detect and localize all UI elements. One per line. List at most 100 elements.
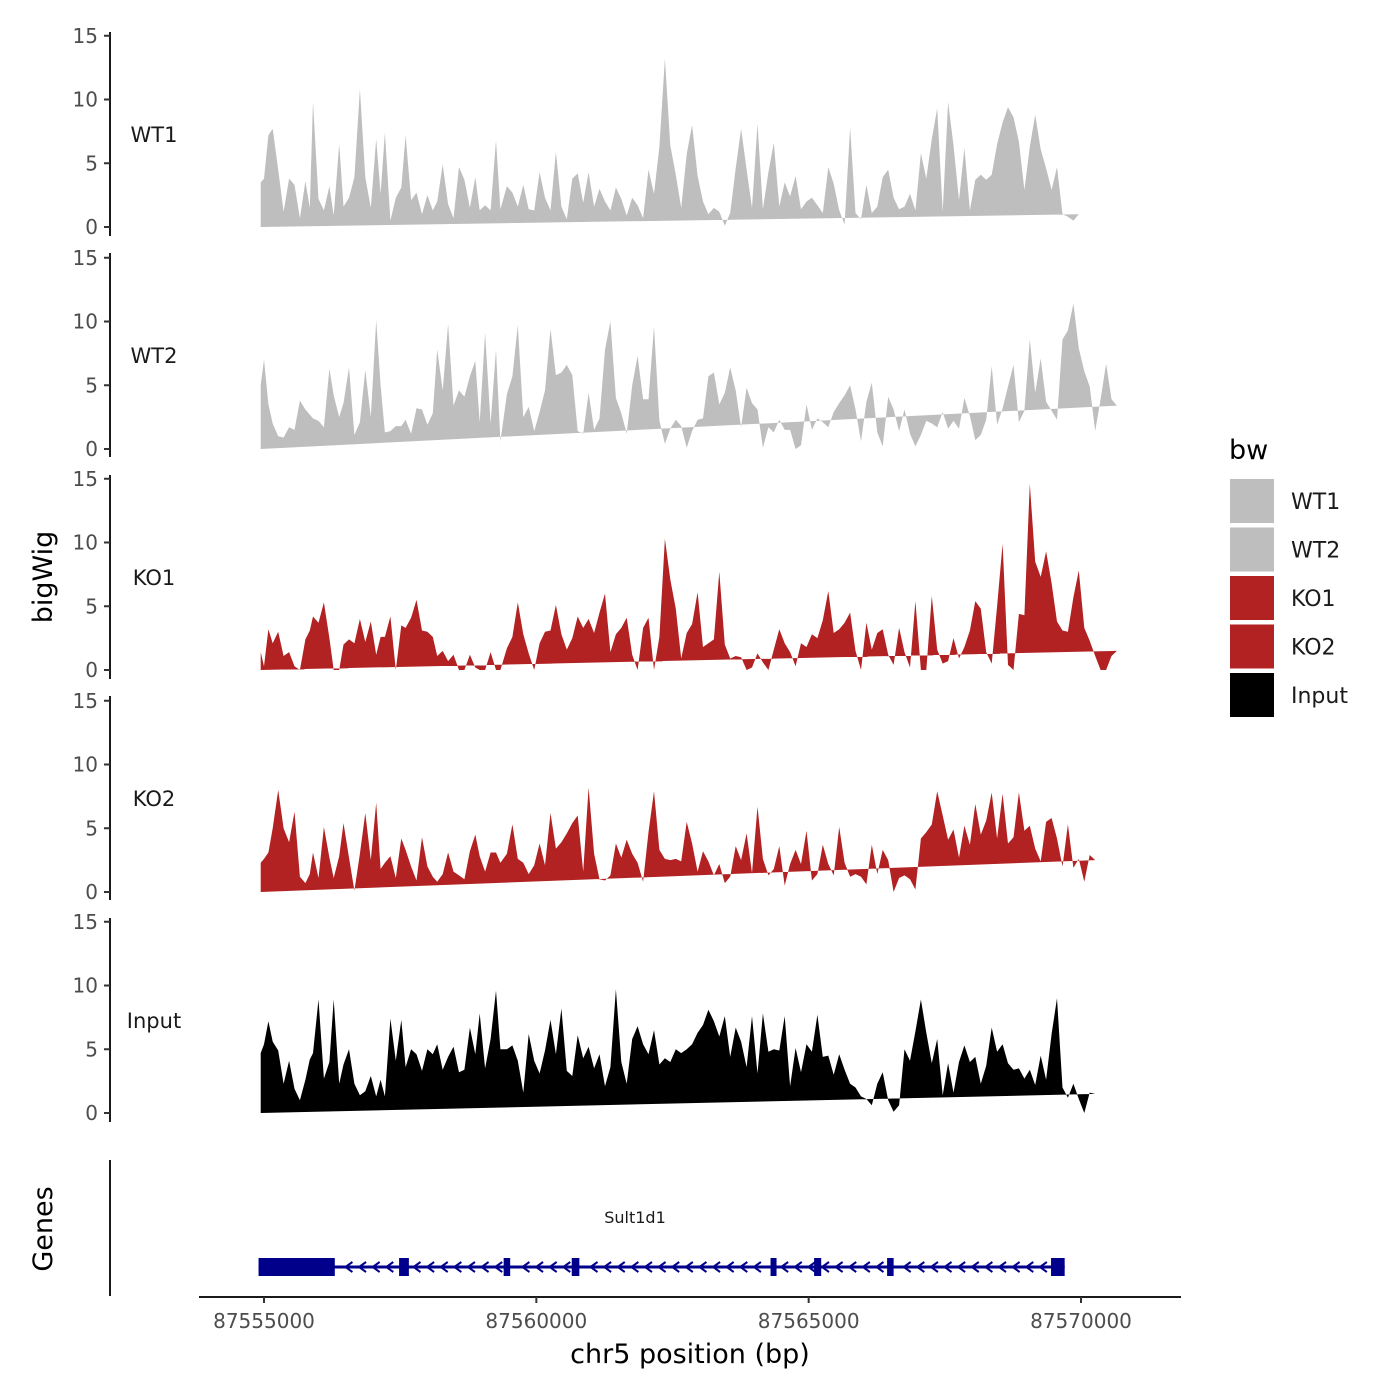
strand-arrow [970, 1261, 980, 1273]
strand-arrow [997, 1261, 1007, 1273]
y-ticks-ko1: 0 5 10 15 [73, 467, 110, 682]
y-axis-title: bigWig [28, 531, 59, 624]
track-panel-ko1: KO1 0 5 10 15 [73, 467, 1117, 682]
strand-arrow [493, 1261, 503, 1273]
strand-arrow [656, 1261, 667, 1273]
legend-swatch-wt1 [1230, 479, 1274, 523]
y-ticks-ko2: 0 5 10 15 [73, 689, 110, 904]
coverage-area-ko1 [260, 483, 1117, 670]
y-tick-label: 10 [73, 531, 98, 555]
legend-label-ko1: KO1 [1291, 587, 1336, 612]
legend-swatch-input [1230, 673, 1274, 717]
legend-label-ko2: KO2 [1291, 636, 1336, 661]
strand-arrow [738, 1261, 748, 1273]
gene-exon [258, 1258, 335, 1276]
gene-track-panel: Genes Sult1d1 [28, 1160, 1065, 1296]
strand-arrow [588, 1261, 599, 1273]
y-tick-label: 10 [73, 974, 98, 998]
y-tick-label: 15 [73, 467, 98, 491]
x-axis-ticks: 87555000 87560000 87565000 87570000 [213, 1297, 1132, 1333]
legend-swatch-ko1 [1230, 576, 1274, 620]
genes-axis-title: Genes [28, 1186, 59, 1271]
coverage-area-wt1 [260, 58, 1079, 228]
track-label-ko2: KO2 [133, 787, 176, 811]
y-tick-label: 0 [85, 215, 98, 239]
strand-arrow [711, 1261, 721, 1273]
strand-arrow [670, 1261, 680, 1273]
legend: bw WT1 WT2 KO1 KO2 Input [1229, 435, 1348, 717]
y-tick-label: 0 [85, 880, 98, 904]
coverage-area-input [260, 989, 1096, 1113]
y-tick-label: 15 [73, 910, 98, 934]
y-tick-label: 5 [85, 816, 98, 840]
y-tick-label: 0 [85, 1101, 98, 1125]
y-tick-label: 0 [85, 437, 98, 461]
strand-arrow [752, 1261, 762, 1273]
strand-arrow [343, 1261, 354, 1273]
y-tick-label: 5 [85, 373, 98, 397]
y-tick-label: 10 [73, 88, 98, 112]
x-tick-label: 87560000 [485, 1309, 587, 1333]
legend-swatch-wt2 [1230, 527, 1274, 572]
y-ticks-wt2: 0 5 10 15 [73, 246, 110, 461]
legend-items: WT1 WT2 KO1 KO2 Input [1230, 479, 1348, 717]
y-tick-label: 15 [73, 24, 98, 48]
gene-exon [814, 1258, 822, 1276]
legend-swatch-ko2 [1230, 624, 1274, 669]
track-panel-wt1: WT1 0 5 10 15 [73, 24, 1079, 239]
strand-arrow [1038, 1261, 1048, 1273]
gene-exon [887, 1258, 894, 1276]
y-tick-label: 0 [85, 658, 98, 682]
strand-arrow [466, 1261, 476, 1273]
track-label-input: Input [127, 1009, 181, 1033]
strand-arrow [901, 1261, 912, 1273]
strand-arrow [956, 1261, 966, 1273]
strand-arrow [411, 1261, 422, 1273]
strand-arrow [452, 1261, 462, 1273]
strand-arrow [520, 1261, 531, 1273]
x-tick-label: 87565000 [758, 1309, 860, 1333]
strand-arrow [370, 1261, 381, 1273]
strand-arrow [942, 1261, 953, 1273]
strand-arrow [847, 1261, 857, 1273]
y-ticks-input: 0 5 10 15 [73, 910, 110, 1125]
gene-exon [503, 1258, 511, 1276]
y-tick-label: 10 [73, 753, 98, 777]
legend-label-input: Input [1291, 684, 1348, 709]
strand-arrow [425, 1261, 435, 1273]
strand-arrow [833, 1261, 844, 1273]
x-tick-label: 87555000 [213, 1309, 315, 1333]
y-tick-label: 5 [85, 151, 98, 175]
y-ticks-wt1: 0 5 10 15 [73, 24, 110, 239]
strand-arrow [479, 1261, 490, 1273]
strand-arrow [874, 1261, 885, 1273]
gene-name-label: Sult1d1 [604, 1208, 666, 1227]
strand-arrow [602, 1261, 612, 1273]
strand-arrow [697, 1261, 708, 1273]
gene-exon [571, 1258, 580, 1276]
gene-exon [770, 1258, 777, 1276]
strand-arrow [779, 1261, 789, 1273]
legend-title: bw [1229, 435, 1268, 466]
strand-arrow [684, 1261, 694, 1273]
track-panel-input: Input 0 5 10 15 [73, 910, 1096, 1125]
strand-arrow [793, 1261, 803, 1273]
strand-arrow [861, 1261, 871, 1273]
track-panel-wt2: WT2 0 5 10 15 [73, 246, 1117, 461]
y-tick-label: 10 [73, 310, 98, 334]
legend-label-wt2: WT2 [1291, 539, 1340, 564]
y-tick-label: 5 [85, 1037, 98, 1061]
strand-arrow [1024, 1261, 1034, 1273]
y-tick-label: 15 [73, 689, 98, 713]
strand-arrow [643, 1261, 653, 1273]
strand-arrow [616, 1261, 626, 1273]
x-tick-label: 87570000 [1030, 1309, 1132, 1333]
track-label-ko1: KO1 [133, 566, 176, 590]
strand-arrow [983, 1261, 993, 1273]
track-label-wt1: WT1 [131, 123, 178, 147]
strand-arrow [534, 1261, 544, 1273]
x-axis-title: chr5 position (bp) [570, 1339, 810, 1370]
strand-arrow [915, 1261, 925, 1273]
y-tick-label: 15 [73, 246, 98, 270]
